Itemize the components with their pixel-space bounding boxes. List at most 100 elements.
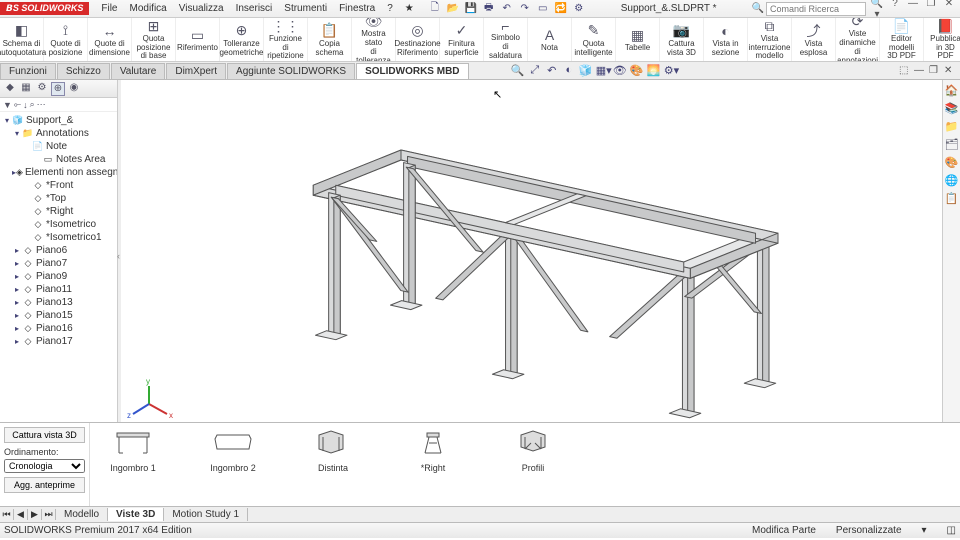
tree-toggle-icon[interactable]: ▸ bbox=[12, 298, 22, 307]
tab-first-icon[interactable]: ⏮ bbox=[0, 509, 14, 520]
tree-toggle-icon[interactable]: ▾ bbox=[12, 129, 22, 138]
tree-item[interactable]: ◇ *Top bbox=[0, 192, 117, 205]
ribbon-15[interactable]: 📷 Catturavista 3D bbox=[660, 18, 704, 61]
update-previews-button[interactable]: Agg. anteprime bbox=[4, 477, 85, 493]
apply-scene-icon[interactable]: 🌅▾ bbox=[647, 64, 661, 78]
help-icon[interactable]: ? bbox=[888, 0, 902, 20]
doc-restore-icon[interactable]: ❐ bbox=[929, 65, 941, 76]
expand-icon[interactable]: ⬚ bbox=[899, 65, 911, 76]
display-style-icon[interactable]: ▦▾ bbox=[596, 64, 610, 78]
status-custom[interactable]: Personalizzate bbox=[836, 525, 902, 536]
graphics-viewport[interactable]: ↖ x y z bbox=[121, 80, 942, 422]
ribbon-7[interactable]: 📋 Copiaschema bbox=[308, 18, 352, 61]
menu-file[interactable]: File bbox=[95, 1, 123, 16]
restore-icon[interactable]: ❐ bbox=[924, 0, 938, 20]
tree-item[interactable]: ◇ *Front bbox=[0, 179, 117, 192]
view-settings-icon[interactable]: ⚙▾ bbox=[664, 64, 678, 78]
zoom-area-icon[interactable]: ⤢ bbox=[528, 64, 542, 78]
tree-item[interactable]: ▸ ◇ Piano11 bbox=[0, 283, 117, 296]
bottom-tab-viste-3d[interactable]: Viste 3D bbox=[108, 508, 164, 521]
ribbon-2[interactable]: ↔ Quote didimensione bbox=[88, 18, 132, 61]
tab-valutare[interactable]: Valutare bbox=[111, 63, 166, 79]
redo-icon[interactable]: ↷ bbox=[518, 2, 532, 16]
view-thumb-0[interactable]: Ingombro 1 bbox=[98, 427, 168, 502]
ribbon-10[interactable]: ✓ Finiturasuperficie bbox=[440, 18, 484, 61]
bottom-tab-modello[interactable]: Modello bbox=[56, 508, 108, 521]
tree-item[interactable]: ▸ ◇ Piano6 bbox=[0, 244, 117, 257]
rebuild-icon[interactable]: 🔁 bbox=[554, 2, 568, 16]
ribbon-19[interactable]: ⟳ Viste dinamichedi annotazioni bbox=[836, 18, 880, 61]
section-view-icon[interactable]: ◐ bbox=[562, 64, 576, 78]
menu-inserisci[interactable]: Inserisci bbox=[230, 1, 279, 16]
status-units-icon[interactable]: ▾ bbox=[922, 525, 927, 536]
ribbon-5[interactable]: ⊕ Tolleranzegeometriche bbox=[220, 18, 264, 61]
ribbon-0[interactable]: ◧ Schema diautoquotatura bbox=[0, 18, 44, 61]
ribbon-13[interactable]: ✎ Quotaintelligente bbox=[572, 18, 616, 61]
custom-props-icon[interactable]: 📋 bbox=[945, 192, 959, 206]
prev-view-icon[interactable]: ↶ bbox=[545, 64, 559, 78]
view-orient-icon[interactable]: 🧊 bbox=[579, 64, 593, 78]
tree-item[interactable]: ◇ *Isometrico bbox=[0, 218, 117, 231]
command-search-input[interactable] bbox=[766, 2, 866, 16]
fm-find-icon[interactable]: ⌕ bbox=[30, 99, 35, 110]
tree-item[interactable]: ▾ 📁 Annotations bbox=[0, 127, 117, 140]
fm-dimxpert-icon[interactable]: ⊕ bbox=[51, 82, 65, 96]
tree-toggle-icon[interactable]: ▸ bbox=[12, 259, 22, 268]
tab-last-icon[interactable]: ⏭ bbox=[42, 509, 56, 520]
sort-select[interactable]: Cronologia bbox=[4, 459, 85, 473]
search-icon[interactable]: 🔍 bbox=[752, 3, 764, 14]
menu-strumenti[interactable]: Strumenti bbox=[278, 1, 333, 16]
tab-dimxpert[interactable]: DimXpert bbox=[166, 63, 226, 79]
file-explorer-icon[interactable]: 🗂 bbox=[945, 138, 959, 152]
tree-toggle-icon[interactable]: ▸ bbox=[12, 246, 22, 255]
search-go-icon[interactable]: 🔍▾ bbox=[870, 0, 884, 20]
help-star-icon[interactable]: ★ bbox=[399, 1, 420, 16]
tree-toggle-icon[interactable]: ▸ bbox=[12, 285, 22, 294]
capture-3dview-button[interactable]: Cattura vista 3D bbox=[4, 427, 85, 443]
ribbon-14[interactable]: ▦ Tabelle bbox=[616, 18, 660, 61]
tree-item[interactable]: ▾ 🧊 Support_& bbox=[0, 114, 117, 127]
menu-finestra[interactable]: Finestra bbox=[333, 1, 381, 16]
tree-toggle-icon[interactable]: ▸ bbox=[12, 324, 22, 333]
status-grid-icon[interactable]: ◫ bbox=[947, 525, 956, 536]
view-palette-icon[interactable]: 🎨 bbox=[945, 156, 959, 170]
tab-aggiunte-solidworks[interactable]: Aggiunte SOLIDWORKS bbox=[227, 63, 355, 79]
tree-toggle-icon[interactable]: ▸ bbox=[12, 311, 22, 320]
tree-item[interactable]: 📄 Note bbox=[0, 140, 117, 153]
open-icon[interactable]: 📂 bbox=[446, 2, 460, 16]
ribbon-16[interactable]: ◐ Vista insezione bbox=[704, 18, 748, 61]
design-library-icon[interactable]: 📁 bbox=[945, 120, 959, 134]
zoom-fit-icon[interactable]: 🔍 bbox=[511, 64, 525, 78]
ribbon-21[interactable]: 📕 Pubblicain 3D PDF bbox=[924, 18, 960, 61]
options-icon[interactable]: ⚙ bbox=[572, 2, 586, 16]
fm-lasso-icon[interactable]: ⟜ bbox=[14, 99, 21, 110]
resources-icon[interactable]: 📚 bbox=[945, 102, 959, 116]
hide-show-icon[interactable]: 👁▾ bbox=[613, 64, 627, 78]
ribbon-12[interactable]: A Nota bbox=[528, 18, 572, 61]
menu-modifica[interactable]: Modifica bbox=[124, 1, 173, 16]
ribbon-1[interactable]: ⟟ Quote diposizione bbox=[44, 18, 88, 61]
fm-tree-icon[interactable]: ◆ bbox=[3, 82, 17, 96]
tree-item[interactable]: ▸ ◇ Piano9 bbox=[0, 270, 117, 283]
save-icon[interactable]: 💾 bbox=[464, 2, 478, 16]
ribbon-8[interactable]: 👁 Mostra statodi tolleranza bbox=[352, 18, 396, 61]
view-thumb-4[interactable]: Profili bbox=[498, 427, 568, 502]
view-thumb-2[interactable]: Distinta bbox=[298, 427, 368, 502]
ribbon-9[interactable]: ◎ DestinazioneRiferimento bbox=[396, 18, 440, 61]
appearances-icon[interactable]: 🌐 bbox=[945, 174, 959, 188]
select-icon[interactable]: ▭ bbox=[536, 2, 550, 16]
tree-item[interactable]: ▸ ◇ Piano17 bbox=[0, 335, 117, 348]
doc-close-icon[interactable]: ✕ bbox=[944, 65, 956, 76]
view-thumb-3[interactable]: *Right bbox=[398, 427, 468, 502]
tree-item[interactable]: ▸ ◇ Piano15 bbox=[0, 309, 117, 322]
tree-item[interactable]: ◇ *Isometrico1 bbox=[0, 231, 117, 244]
tree-item[interactable]: ◇ *Right bbox=[0, 205, 117, 218]
fm-more-icon[interactable]: ⋯ bbox=[37, 99, 46, 110]
tab-next-icon[interactable]: ▶ bbox=[28, 509, 42, 520]
ribbon-3[interactable]: ⊞ Quota posizione di base bbox=[132, 18, 176, 61]
fm-filter-icon[interactable]: ▼ bbox=[3, 100, 12, 110]
tree-toggle-icon[interactable]: ▸ bbox=[12, 337, 22, 346]
tab-schizzo[interactable]: Schizzo bbox=[57, 63, 110, 79]
view-thumb-1[interactable]: Ingombro 2 bbox=[198, 427, 268, 502]
tree-item[interactable]: ▸ ◈ Elementi non assegnati bbox=[0, 166, 117, 179]
